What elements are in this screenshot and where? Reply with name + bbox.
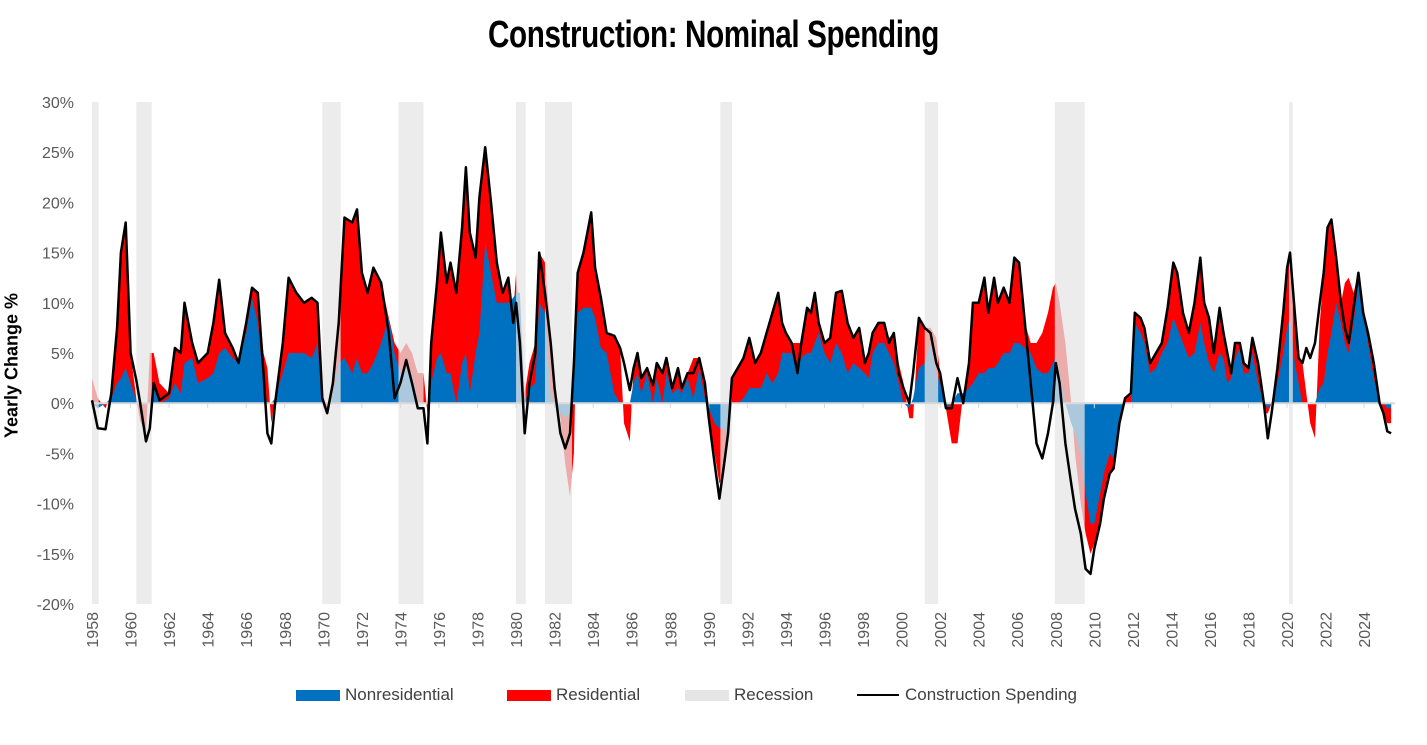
legend-label: Construction Spending [905, 685, 1078, 704]
x-tick-label: 1978 [471, 612, 488, 648]
x-tick-label: 1972 [355, 612, 372, 648]
recession-band [1288, 102, 1293, 604]
chart-plot: 30% 25% 20% 15% 10% 5% 0% -5% -10% -15% -20% 1958 19… [37, 95, 1395, 648]
legend-item-nonresidential: Nonresidential [296, 683, 454, 707]
x-tick-label: 1998 [856, 612, 873, 648]
legend-item-recession: Recession [685, 683, 813, 707]
legend-label: Nonresidential [345, 685, 454, 704]
x-tick-label: 1976 [432, 612, 449, 648]
legend-label: Residential [556, 685, 641, 704]
x-tick-label: 2016 [1203, 612, 1220, 648]
recession-band [924, 102, 939, 604]
x-tick-label: 1974 [393, 612, 410, 648]
recession-band [322, 102, 341, 604]
legend-swatch-residential [507, 689, 551, 701]
y-tick-label: 20% [42, 195, 74, 212]
construction-spending-line [90, 145, 1392, 576]
x-tick-label: 1982 [548, 612, 565, 648]
y-tick-label: 10% [42, 296, 74, 313]
y-tick-label: -5% [46, 446, 74, 463]
legend-label: Recession [734, 685, 814, 704]
x-tick-label: 1994 [779, 612, 796, 648]
x-tick-label: 1962 [162, 612, 179, 648]
recession-band [398, 102, 424, 604]
x-tick-label: 1964 [201, 612, 218, 648]
y-tick-label: 30% [42, 95, 74, 112]
x-tick-label: 2022 [1319, 612, 1336, 648]
y-tick-label: -15% [37, 547, 74, 564]
legend-swatch-nonresidential [296, 689, 340, 701]
x-tick-label: 2002 [933, 612, 950, 648]
x-tick-label: 2010 [1087, 612, 1104, 648]
x-tick-label: 1990 [702, 612, 719, 648]
x-tick-label: 2006 [1010, 612, 1027, 648]
x-tick-label: 1986 [625, 612, 642, 648]
x-tick-label: 1992 [740, 612, 757, 648]
y-tick-label: 0% [51, 396, 74, 413]
residential-area [92, 147, 1392, 554]
legend-swatch-recession [685, 689, 729, 701]
y-tick-label: -20% [37, 597, 74, 614]
y-tick-label: -10% [37, 497, 74, 514]
legend-item-residential: Residential [507, 683, 640, 707]
x-tick-label: 1958 [85, 612, 102, 648]
legend-item-construction-spending: Construction Spending [857, 683, 1077, 707]
legend-line-construction-spending [857, 694, 899, 696]
y-tick-label: 15% [42, 246, 74, 263]
recession-band [1054, 102, 1085, 604]
recession-band [136, 102, 152, 604]
x-tick-label: 1984 [586, 612, 603, 648]
x-tick-label: 1960 [124, 612, 141, 648]
x-tick-label: 2008 [1049, 612, 1066, 648]
x-tick-label: 1996 [817, 612, 834, 648]
x-tick-label: 2018 [1242, 612, 1259, 648]
x-tick-label: 2014 [1164, 612, 1181, 648]
legend: Nonresidential Residential Recession Con… [0, 683, 1427, 707]
nonresidential-area [92, 242, 1392, 524]
y-tick-label: 5% [51, 346, 74, 363]
recession-band [92, 102, 99, 604]
x-tick-label: 1970 [316, 612, 333, 648]
y-tick-label: 25% [42, 145, 74, 162]
x-tick-label: 1966 [239, 612, 256, 648]
x-tick-label: 2020 [1280, 612, 1297, 648]
x-tick-label: 1980 [509, 612, 526, 648]
chart-title: Construction: Nominal Spending [487, 14, 939, 56]
x-tick-label: 2004 [972, 612, 989, 648]
recession-band [720, 102, 732, 604]
x-tick-label: 2024 [1357, 612, 1374, 648]
x-tick-label: 2012 [1126, 612, 1143, 648]
x-tick-label: 2000 [895, 612, 912, 648]
x-tick-label: 1988 [663, 612, 680, 648]
x-tick-label: 1968 [278, 612, 295, 648]
recession-band [544, 102, 572, 604]
